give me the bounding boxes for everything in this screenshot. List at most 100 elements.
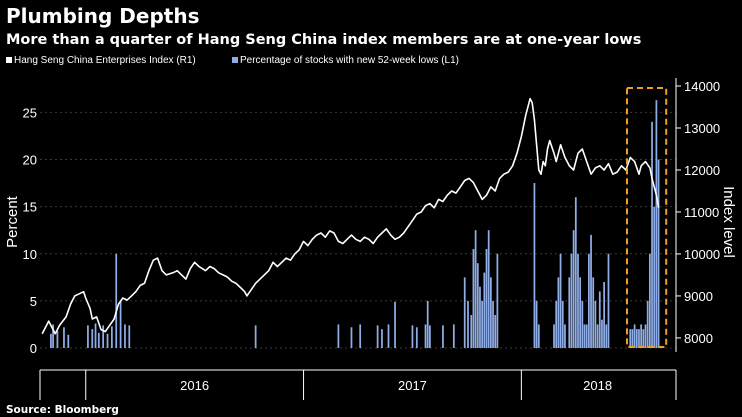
legend-swatch-percent xyxy=(232,57,238,63)
x-tick-label: 2018 xyxy=(583,378,612,393)
percent-bar xyxy=(470,315,473,348)
percent-bar xyxy=(570,253,573,348)
percent-bar xyxy=(559,253,562,348)
percent-bar xyxy=(485,249,488,348)
percent-bar xyxy=(102,325,105,348)
percent-bar xyxy=(590,234,592,348)
x-axis: 2016 2017 2018 xyxy=(39,369,677,400)
percent-bar xyxy=(585,324,588,348)
chart-title: Plumbing Depths xyxy=(6,4,199,28)
percent-bar xyxy=(483,272,486,348)
percent-bar xyxy=(605,324,608,348)
legend-swatch-index xyxy=(6,57,12,63)
percent-bar xyxy=(596,324,599,348)
percent-bar xyxy=(467,300,469,348)
left-tick-label: 15 xyxy=(23,200,37,215)
left-tick-label: 20 xyxy=(23,153,37,168)
left-tick-label: 10 xyxy=(23,247,37,262)
left-axis-label: Percent xyxy=(4,195,21,248)
percent-bar xyxy=(97,332,100,348)
legend-label-index: Hang Seng China Enterprises Index (R1) xyxy=(14,55,196,66)
percent-bar xyxy=(442,325,444,348)
percent-bar xyxy=(574,197,577,348)
source-note: Source: Bloomberg xyxy=(6,404,119,416)
percent-bar xyxy=(607,253,610,348)
percent-bar xyxy=(426,300,429,348)
percent-bar xyxy=(644,324,647,348)
percent-bar xyxy=(476,263,479,348)
percent-bar xyxy=(50,333,52,348)
highlight-box xyxy=(625,87,668,348)
percent-bar xyxy=(474,230,477,348)
percent-bar xyxy=(635,329,638,348)
percent-bar xyxy=(568,277,571,348)
percent-bar xyxy=(337,324,340,348)
percent-bar xyxy=(561,300,564,348)
percent-bar xyxy=(592,277,595,348)
percent-bar xyxy=(415,327,418,348)
percent-bar xyxy=(350,327,353,348)
percent-bar xyxy=(91,329,94,348)
right-tick-label: 11000 xyxy=(684,205,719,220)
percent-bar xyxy=(633,324,636,348)
right-tick-label: 9000 xyxy=(684,289,713,304)
percent-bar xyxy=(387,324,390,348)
percent-bar xyxy=(533,183,536,348)
percent-bar xyxy=(52,324,54,348)
percent-bar xyxy=(657,159,660,348)
legend: Hang Seng China Enterprises Index (R1) P… xyxy=(6,55,459,66)
percent-bar xyxy=(376,325,379,348)
percent-bar xyxy=(56,331,59,348)
percent-bar xyxy=(564,324,566,348)
percent-bar xyxy=(487,230,490,348)
percent-bar xyxy=(479,286,481,348)
percent-bar xyxy=(359,324,362,348)
percent-bars xyxy=(50,100,660,348)
percent-bar xyxy=(496,253,499,348)
percent-bar xyxy=(579,277,582,348)
percent-bar xyxy=(463,277,466,348)
percent-bar xyxy=(629,329,632,348)
percent-bar xyxy=(63,327,65,348)
percent-bar xyxy=(94,323,97,348)
percent-bar xyxy=(381,329,383,348)
right-tick-label: 12000 xyxy=(684,163,720,178)
index-line xyxy=(41,97,660,335)
percent-bar xyxy=(429,325,431,348)
percent-bar xyxy=(642,329,645,348)
right-axis-ticks: 8000 9000 10000 11000 12000 13000 14000 xyxy=(675,78,720,352)
percent-bar xyxy=(67,334,70,348)
left-axis-ticks: 0 5 10 15 20 25 xyxy=(23,105,37,356)
percent-bar xyxy=(489,277,492,348)
percent-bar xyxy=(653,206,656,348)
percent-bar xyxy=(572,230,575,348)
left-tick-label: 5 xyxy=(30,294,37,309)
chart-subtitle: More than a quarter of Hang Seng China i… xyxy=(6,32,641,48)
percent-bar xyxy=(603,282,605,348)
percent-bar xyxy=(557,277,560,348)
percent-bar xyxy=(537,324,540,348)
percent-bar xyxy=(583,324,586,348)
percent-bar xyxy=(631,329,634,348)
right-tick-label: 10000 xyxy=(684,247,720,262)
percent-bar xyxy=(411,325,414,348)
percent-bar xyxy=(655,100,658,348)
percent-bar xyxy=(394,301,396,348)
x-tick-label: 2017 xyxy=(398,378,427,393)
percent-bar xyxy=(553,324,555,348)
right-tick-label: 8000 xyxy=(684,331,713,346)
percent-bar xyxy=(638,329,640,348)
percent-bar xyxy=(87,325,89,348)
percent-bar xyxy=(594,300,597,348)
percent-bar xyxy=(646,300,649,348)
percent-bar xyxy=(115,253,118,348)
percent-bar xyxy=(254,325,257,348)
right-axis-label: Index level xyxy=(720,186,737,258)
percent-bar xyxy=(577,253,579,348)
percent-bar xyxy=(640,324,643,348)
percent-bar xyxy=(494,315,497,348)
percent-bar xyxy=(424,324,427,348)
percent-bar xyxy=(119,300,122,348)
percent-bar xyxy=(492,300,494,348)
